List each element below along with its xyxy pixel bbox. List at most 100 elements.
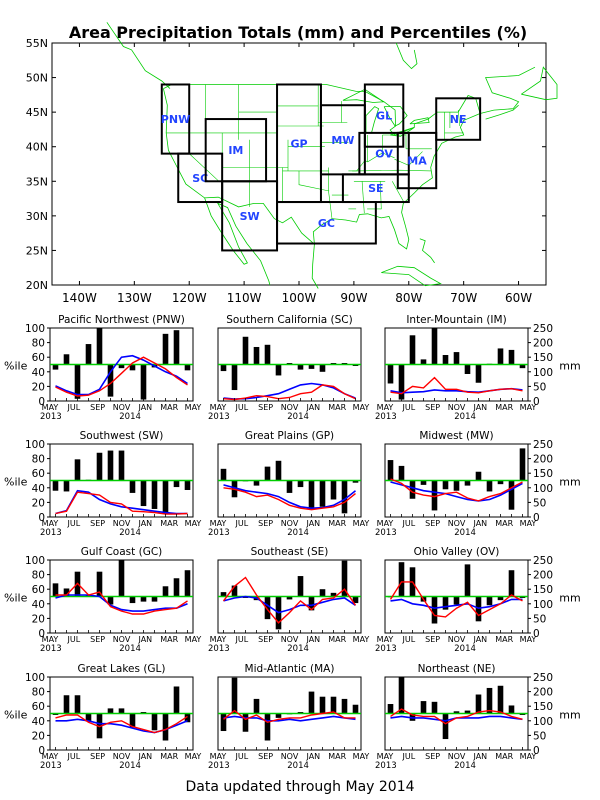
state-border bbox=[328, 167, 333, 218]
pct-tick-label: 80 bbox=[32, 454, 45, 466]
month-label: MAY bbox=[210, 635, 227, 644]
percentile-bar bbox=[129, 596, 136, 604]
month-label: JUL bbox=[401, 403, 415, 412]
month-label: SEP bbox=[90, 752, 105, 761]
percentile-bar bbox=[151, 713, 158, 731]
percentile-bar bbox=[442, 713, 449, 740]
percentile-bar bbox=[220, 468, 227, 481]
region-label-gc: GC bbox=[318, 217, 335, 230]
panel-gp: Great Plains (GP)MAY JUL SEP NOV JAN MAR MAY20… bbox=[208, 430, 369, 538]
mm-tick-label: 100 bbox=[533, 716, 553, 728]
percentile-bar bbox=[330, 480, 337, 500]
percentile-bar bbox=[330, 592, 337, 597]
month-label: MAR bbox=[495, 519, 513, 528]
month-label: MAR bbox=[495, 752, 513, 761]
percentile-bar bbox=[464, 364, 471, 374]
great-lake-outline bbox=[383, 106, 408, 127]
percentile-bar bbox=[162, 333, 169, 365]
total-precip-line bbox=[223, 487, 356, 511]
nova-scotia-coast bbox=[485, 104, 519, 120]
percentile-bar bbox=[387, 364, 394, 384]
pct-axis-label: %ile bbox=[4, 360, 28, 373]
canada-east-coast bbox=[480, 66, 536, 114]
percentile-bar bbox=[162, 713, 169, 741]
month-label: SEP bbox=[258, 403, 273, 412]
percentile-bar bbox=[341, 560, 348, 597]
panel-title: Southeast (SE) bbox=[251, 546, 329, 558]
panel-title: Great Plains (GP) bbox=[245, 430, 334, 442]
great-lake-outline bbox=[342, 88, 385, 103]
percentile-bar bbox=[475, 694, 482, 714]
year-label: 2014 bbox=[454, 412, 476, 422]
percentile-bar bbox=[453, 352, 460, 365]
pct-tick-label: 60 bbox=[32, 701, 45, 713]
month-label: NOV bbox=[113, 752, 131, 761]
year-label: 2013 bbox=[40, 761, 62, 771]
percentile-bar bbox=[420, 480, 427, 485]
year-label: 2014 bbox=[119, 412, 141, 422]
year-label: 2014 bbox=[454, 528, 476, 538]
month-label: JAN bbox=[305, 403, 320, 412]
percentile-bar bbox=[52, 480, 59, 491]
year-label: 2014 bbox=[119, 761, 141, 771]
percentile-bar bbox=[140, 596, 147, 602]
percentile-bar bbox=[486, 596, 493, 606]
month-label: JAN bbox=[472, 519, 487, 528]
percentile-bar bbox=[184, 364, 191, 371]
lat-label: 25N bbox=[26, 244, 48, 257]
pct-tick-label: 60 bbox=[32, 468, 45, 480]
month-label: SEP bbox=[425, 752, 440, 761]
lon-label: 70W bbox=[450, 291, 477, 305]
panel-title: Southwest (SW) bbox=[80, 430, 164, 442]
percentile-bar bbox=[431, 328, 438, 365]
percentile-bar bbox=[63, 695, 70, 714]
percentile-bar bbox=[442, 480, 449, 490]
panel-ma: Mid-Atlantic (MA)MAY JUL SEP NOV JAN MAR MAY20… bbox=[208, 663, 369, 771]
region-label-gl: GL bbox=[376, 110, 392, 123]
percentile-bar bbox=[107, 450, 114, 481]
month-label: JUL bbox=[234, 635, 248, 644]
year-label: 2013 bbox=[208, 644, 230, 654]
month-label: MAY bbox=[520, 519, 537, 528]
percentile-bar bbox=[118, 364, 125, 369]
lat-label: 50N bbox=[26, 72, 48, 85]
percentile-bar bbox=[184, 570, 191, 597]
month-label: JAN bbox=[305, 752, 320, 761]
percentile-bar bbox=[231, 677, 238, 714]
us-region-map: PNW SC IM SW GP MW GL OV SE GC MA NE 55N 50N 45N 40N 35N… bbox=[26, 22, 558, 305]
bahamas bbox=[419, 238, 435, 264]
percentile-bar bbox=[63, 480, 70, 492]
percentile-bar bbox=[52, 583, 59, 597]
pct-tick-label: 0 bbox=[38, 628, 45, 640]
great-lake-outline bbox=[409, 117, 430, 125]
percentile-bar bbox=[184, 713, 191, 723]
percentile-bar bbox=[308, 596, 315, 611]
mm-tick-label: 0 bbox=[533, 745, 540, 757]
percentile-bar bbox=[264, 713, 271, 741]
percentile-bar bbox=[118, 708, 125, 714]
percentile-bar bbox=[85, 344, 92, 365]
percentile-bar bbox=[253, 346, 260, 365]
percentile-bar bbox=[253, 698, 260, 714]
year-label: 2013 bbox=[40, 412, 62, 422]
panel-title: Pacific Northwest (PNW) bbox=[58, 314, 185, 326]
map-frame bbox=[51, 42, 547, 286]
total-precip-line bbox=[55, 582, 188, 615]
month-label: MAY bbox=[353, 635, 370, 644]
percentile-bar bbox=[453, 711, 460, 714]
footer-note: Data updated through May 2014 bbox=[185, 779, 414, 795]
percentile-bar bbox=[431, 596, 438, 624]
mm-tick-label: 100 bbox=[533, 599, 553, 611]
month-label: JUL bbox=[66, 519, 80, 528]
pct-tick-label: 60 bbox=[32, 584, 45, 596]
lat-label: 30N bbox=[26, 210, 48, 223]
year-label: 2013 bbox=[375, 761, 397, 771]
pct-tick-label: 40 bbox=[32, 367, 45, 379]
month-label: MAR bbox=[495, 635, 513, 644]
year-label: 2013 bbox=[208, 412, 230, 422]
percentile-bar bbox=[275, 364, 282, 376]
percentile-bar bbox=[297, 480, 304, 488]
